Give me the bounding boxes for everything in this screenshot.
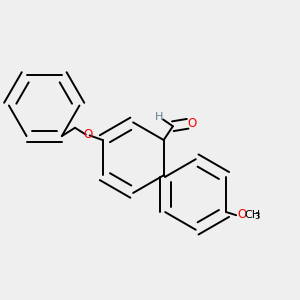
Text: CH: CH	[245, 210, 261, 220]
Text: O: O	[187, 117, 196, 130]
Text: 3: 3	[254, 212, 260, 220]
Text: O: O	[83, 128, 92, 141]
Text: H: H	[155, 112, 164, 122]
Text: O: O	[238, 208, 247, 221]
